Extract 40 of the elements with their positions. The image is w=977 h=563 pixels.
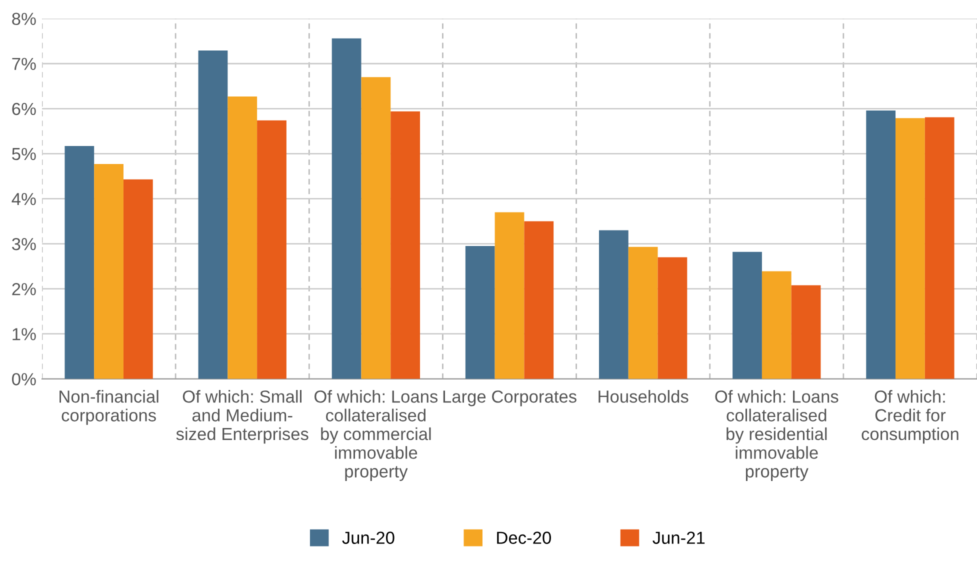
bar xyxy=(524,221,554,379)
bar xyxy=(465,246,495,379)
bar xyxy=(332,38,362,379)
bar xyxy=(361,77,391,379)
legend-label: Jun-20 xyxy=(342,532,394,544)
y-tick-label: 8% xyxy=(12,12,36,26)
y-tick-label: 7% xyxy=(12,58,36,70)
legend-label: Dec-20 xyxy=(497,532,551,544)
bar xyxy=(791,285,821,379)
bar xyxy=(896,118,925,379)
y-tick-label: 2% xyxy=(12,282,36,296)
x-tick-label: Of which: Credit for consumption xyxy=(862,390,958,444)
bar xyxy=(658,257,688,379)
y-tick-label: 0% xyxy=(12,373,36,386)
bar xyxy=(924,117,954,379)
x-tick-label: Of which: Loans collateralised by commercial immovable property xyxy=(314,390,438,481)
y-tick-label: 3% xyxy=(12,238,36,250)
bar xyxy=(123,179,153,379)
bar xyxy=(762,271,792,379)
bar xyxy=(228,96,258,379)
bar xyxy=(598,230,628,379)
x-tick-label: Large Corporates xyxy=(443,390,576,406)
x-tick-label: Of which: Loans collateralised by residential immovable property xyxy=(715,390,838,481)
bar xyxy=(94,164,124,379)
x-tick-label: Households xyxy=(598,390,688,403)
y-tick-label: 5% xyxy=(12,148,36,160)
bar xyxy=(64,146,94,379)
bar xyxy=(257,120,286,379)
bar xyxy=(494,212,524,379)
y-tick-label: 1% xyxy=(12,328,36,340)
bar xyxy=(732,252,762,379)
x-tick-label: Of which: Small and Medium- sized Enterprises xyxy=(176,390,308,444)
bar xyxy=(628,246,658,379)
bar xyxy=(866,110,896,379)
x-tick-label: Non-financial corporations xyxy=(60,390,158,425)
bar xyxy=(390,111,420,379)
y-tick-label: 4% xyxy=(12,192,36,206)
bar xyxy=(198,50,228,379)
y-tick-label: 6% xyxy=(12,102,36,116)
legend-label: Jun-21 xyxy=(652,532,705,544)
